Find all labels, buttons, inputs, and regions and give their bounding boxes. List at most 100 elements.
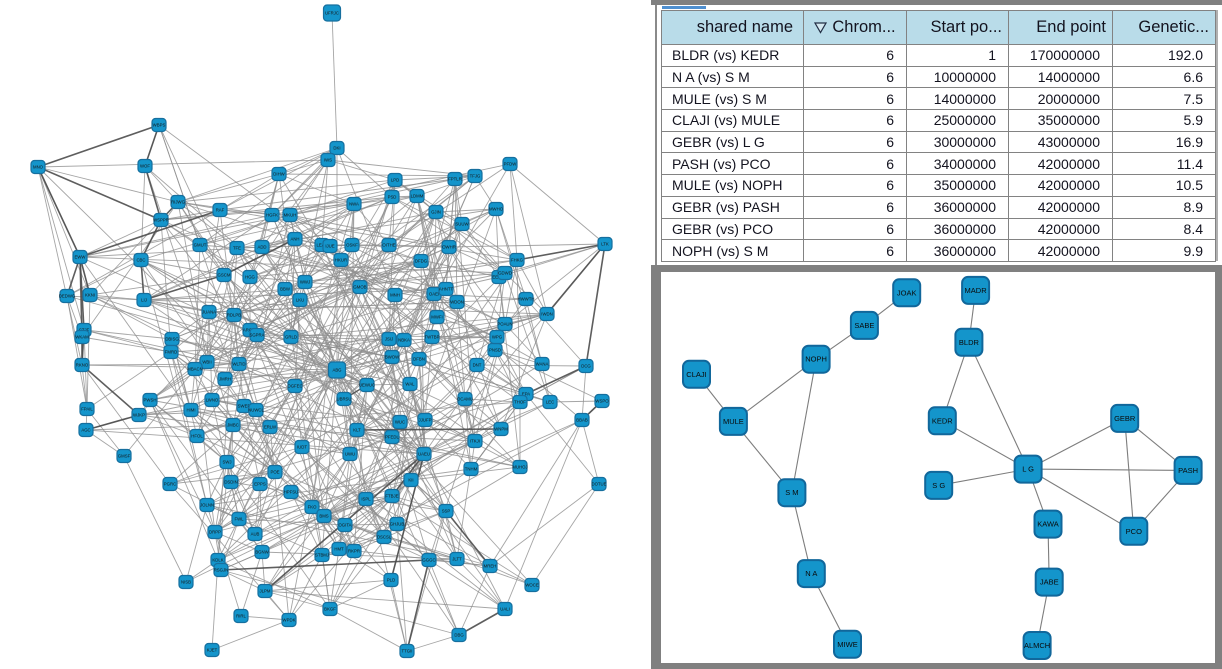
svg-text:DFBN: DFBN <box>413 357 425 362</box>
svg-text:WPDK: WPDK <box>283 618 296 623</box>
svg-text:IWDN: IWDN <box>541 312 552 317</box>
svg-text:OGFEC: OGFEC <box>287 384 302 389</box>
svg-text:IUDT: IUDT <box>297 445 307 450</box>
svg-text:DNT: DNT <box>473 363 482 368</box>
svg-text:LEAA: LEAA <box>317 243 328 248</box>
svg-text:WOCE: WOCE <box>525 583 539 588</box>
svg-text:FPTLR: FPTLR <box>448 177 462 182</box>
svg-text:BBW: BBW <box>280 287 291 292</box>
svg-text:BWOW: BWOW <box>385 355 400 360</box>
svg-text:JOAK: JOAK <box>897 288 917 297</box>
svg-text:MBACN: MBACN <box>187 367 203 372</box>
svg-text:RKPR: RKPR <box>348 549 360 554</box>
svg-text:GJIN: GJIN <box>431 210 441 215</box>
svg-text:TFE: TFE <box>233 246 241 251</box>
svg-text:GGGC: GGGC <box>422 558 435 563</box>
svg-text:GSCM: GSCM <box>218 273 231 278</box>
svg-text:OWHR: OWHR <box>442 245 456 250</box>
svg-text:MNO: MNO <box>33 165 44 170</box>
svg-text:TWTBP: TWTBP <box>424 335 439 340</box>
svg-text:SABE: SABE <box>854 321 874 330</box>
svg-text:WWJ: WWJ <box>300 280 310 285</box>
svg-text:HFOL: HFOL <box>191 434 203 439</box>
svg-text:DIHW: DIHW <box>273 172 285 177</box>
svg-text:JMBC: JMBC <box>227 423 239 428</box>
svg-text:SGPRA: SGPRA <box>249 333 264 338</box>
svg-text:NBKA: NBKA <box>398 338 410 343</box>
svg-text:UBRSU: UBRSU <box>336 397 351 402</box>
svg-text:AHNTT: AHNTT <box>439 287 454 292</box>
svg-text:DRPP: DRPP <box>209 530 221 535</box>
svg-text:JJUFP: JJUFP <box>419 418 432 423</box>
svg-text:ITKJI: ITKJI <box>470 439 480 444</box>
svg-text:PGRC: PGRC <box>164 482 176 487</box>
svg-text:MADR: MADR <box>965 286 988 295</box>
svg-text:THOF: THOF <box>514 400 526 405</box>
svg-text:MWHO: MWHO <box>489 207 504 212</box>
svg-text:KJET: KJET <box>207 648 218 653</box>
svg-text:PWSH: PWSH <box>144 398 157 403</box>
svg-text:BBAB: BBAB <box>576 418 588 423</box>
svg-text:WPG: WPG <box>492 335 503 340</box>
svg-text:WSPPR: WSPPR <box>153 218 169 223</box>
svg-text:BKGF: BKGF <box>324 607 336 612</box>
svg-text:WLTID: WLTID <box>232 362 245 367</box>
svg-text:AGC: AGC <box>81 428 90 433</box>
svg-text:N A: N A <box>805 569 817 578</box>
svg-text:HIMI: HIMI <box>186 408 195 413</box>
svg-text:UAEU: UAEU <box>418 452 430 457</box>
svg-text:IWS: IWS <box>324 158 332 163</box>
svg-text:DOTUE: DOTUE <box>591 482 606 487</box>
svg-text:UALI: UALI <box>500 607 510 612</box>
svg-text:PSD: PSD <box>388 195 397 200</box>
svg-text:HGFK: HGFK <box>266 213 278 218</box>
svg-text:MKUH: MKUH <box>284 213 297 218</box>
svg-text:KKNI: KKNI <box>85 293 95 298</box>
svg-text:DBG: DBG <box>454 633 464 638</box>
svg-text:WBII: WBII <box>202 360 211 365</box>
svg-text:SWEP: SWEP <box>238 404 251 409</box>
svg-text:WJKP: WJKP <box>133 413 145 418</box>
svg-text:KEDR: KEDR <box>932 416 953 425</box>
svg-text:WOF: WOF <box>140 164 150 169</box>
svg-text:JABE: JABE <box>1040 578 1059 587</box>
svg-text:POAUN: POAUN <box>497 322 512 327</box>
svg-text:NISB: NISB <box>181 580 191 585</box>
svg-text:MWFI: MWFI <box>431 315 442 320</box>
svg-text:HGG: HGG <box>245 275 255 280</box>
svg-text:NUWCL: NUWCL <box>248 408 264 413</box>
svg-text:BLDR: BLDR <box>959 338 980 347</box>
svg-text:RDLPB: RDLPB <box>227 313 241 318</box>
svg-text:RIRL: RIRL <box>236 614 246 619</box>
svg-text:OITHE: OITHE <box>382 243 395 248</box>
svg-text:S G: S G <box>932 481 945 490</box>
svg-text:GEBR: GEBR <box>1114 414 1136 423</box>
svg-text:HMT: HMT <box>334 547 344 552</box>
svg-text:UFRJC: UFRJC <box>325 11 339 16</box>
svg-text:IJUE: IJUE <box>325 244 334 249</box>
svg-text:FMRD: FMRD <box>165 350 177 355</box>
svg-text:TTGII: TTGII <box>402 649 413 654</box>
svg-text:GDWD: GDWD <box>498 271 512 276</box>
svg-text:FHKG: FHKG <box>511 258 524 263</box>
svg-text:WUC: WUC <box>395 420 405 425</box>
svg-text:ABG: ABG <box>332 368 342 373</box>
svg-text:FPAIL: FPAIL <box>81 407 93 412</box>
svg-text:WKAM: WKAM <box>75 335 89 340</box>
svg-text:NWA: NWA <box>349 202 359 207</box>
svg-text:SSP: SSP <box>442 509 451 514</box>
svg-text:RKNO: RKNO <box>76 363 89 368</box>
svg-text:MREH: MREH <box>484 564 497 569</box>
svg-text:FTBJE: FTBJE <box>385 494 398 499</box>
svg-text:ERLW: ERLW <box>264 425 277 430</box>
svg-text:EWW: EWW <box>75 255 87 260</box>
svg-text:JSIJ: JSIJ <box>385 337 393 342</box>
svg-text:KAWA: KAWA <box>1037 520 1059 529</box>
svg-text:BMS: BMS <box>319 514 328 519</box>
svg-text:NOPH: NOPH <box>805 355 827 364</box>
svg-text:DKI: DKI <box>333 146 340 151</box>
svg-text:LEC: LEC <box>546 400 554 405</box>
svg-text:PASH: PASH <box>1178 466 1198 475</box>
svg-text:KII: KII <box>408 478 413 483</box>
svg-text:MULE: MULE <box>723 417 744 426</box>
